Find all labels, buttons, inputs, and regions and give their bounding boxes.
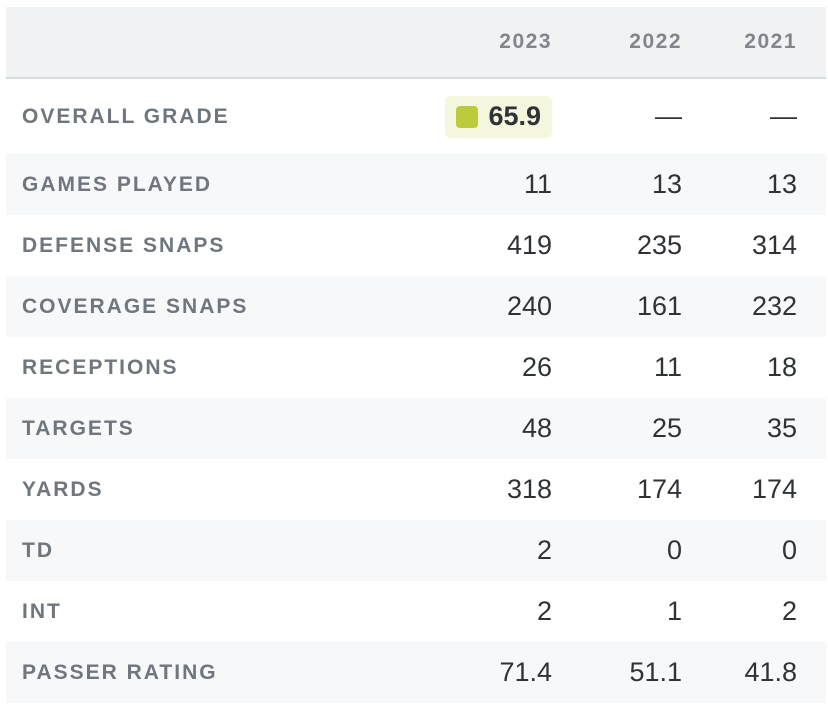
table-cell: 13: [651, 169, 682, 199]
row-label: DEFENSE SNAPS: [22, 233, 226, 257]
table-cell: 232: [751, 291, 797, 321]
grade-cell-2023: 65.9: [422, 95, 552, 138]
row-label: TARGETS: [22, 416, 135, 440]
table-cell: 2: [536, 535, 552, 565]
row-label: TD: [22, 538, 54, 562]
row-label: OVERALL GRADE: [22, 104, 230, 128]
table-row-overall-grade: OVERALL GRADE 65.9 — —: [6, 79, 826, 154]
table-cell: 0: [781, 535, 797, 565]
table-cell: 2: [781, 596, 797, 626]
table-cell: 419: [506, 230, 552, 260]
table-cell: 26: [521, 352, 552, 382]
table-cell: 11: [653, 352, 682, 382]
table-row-receptions: RECEPTIONS 26 11 18: [6, 337, 826, 398]
table-row-games-played: GAMES PLAYED 11 13 13: [6, 154, 826, 215]
table-cell: 174: [636, 474, 682, 504]
table-cell: 240: [506, 291, 552, 321]
row-label: YARDS: [22, 477, 104, 501]
row-label: PASSER RATING: [22, 660, 218, 684]
table-cell: 161: [636, 291, 682, 321]
table-cell: 13: [766, 169, 797, 199]
row-label: RECEPTIONS: [22, 355, 179, 379]
table-cell: 25: [651, 413, 682, 443]
row-label: COVERAGE SNAPS: [22, 294, 249, 318]
table-cell: 18: [766, 352, 797, 382]
table-cell: 41.8: [744, 657, 797, 687]
table-row-targets: TARGETS 48 25 35: [6, 398, 826, 459]
table-cell: 51.1: [629, 657, 682, 687]
table-cell: 35: [766, 413, 797, 443]
grade-cell-2022: —: [655, 101, 682, 131]
row-label: INT: [22, 599, 62, 623]
grade-cell-2021: —: [770, 101, 797, 131]
table-cell: 235: [636, 230, 682, 260]
table-cell: 0: [666, 535, 682, 565]
stats-table: 2023 2022 2021 OVERALL GRADE 65.9 — — GA…: [6, 7, 826, 703]
table-cell: 1: [666, 596, 682, 626]
table-row-yards: YARDS 318 174 174: [6, 459, 826, 520]
table-row-td: TD 2 0 0: [6, 520, 826, 581]
table-row-passer-rating: PASSER RATING 71.4 51.1 41.8: [6, 642, 826, 703]
grade-badge[interactable]: 65.9: [445, 95, 552, 138]
table-row-int: INT 2 1 2: [6, 581, 826, 642]
table-row-defense-snaps: DEFENSE SNAPS 419 235 314: [6, 215, 826, 276]
grade-value: 65.9: [488, 101, 541, 131]
column-header-2022[interactable]: 2022: [629, 30, 682, 53]
column-header-2021[interactable]: 2021: [744, 30, 797, 53]
grade-color-swatch: [456, 105, 479, 128]
column-header-2023[interactable]: 2023: [499, 30, 552, 53]
table-cell: 11: [523, 169, 552, 199]
table-header: 2023 2022 2021: [6, 7, 826, 79]
row-label: GAMES PLAYED: [22, 172, 213, 196]
table-cell: 2: [536, 596, 552, 626]
table-cell: 314: [751, 230, 797, 260]
table-cell: 174: [751, 474, 797, 504]
table-cell: 48: [521, 413, 552, 443]
table-cell: 318: [506, 474, 552, 504]
table-row-coverage-snaps: COVERAGE SNAPS 240 161 232: [6, 276, 826, 337]
table-cell: 71.4: [499, 657, 552, 687]
